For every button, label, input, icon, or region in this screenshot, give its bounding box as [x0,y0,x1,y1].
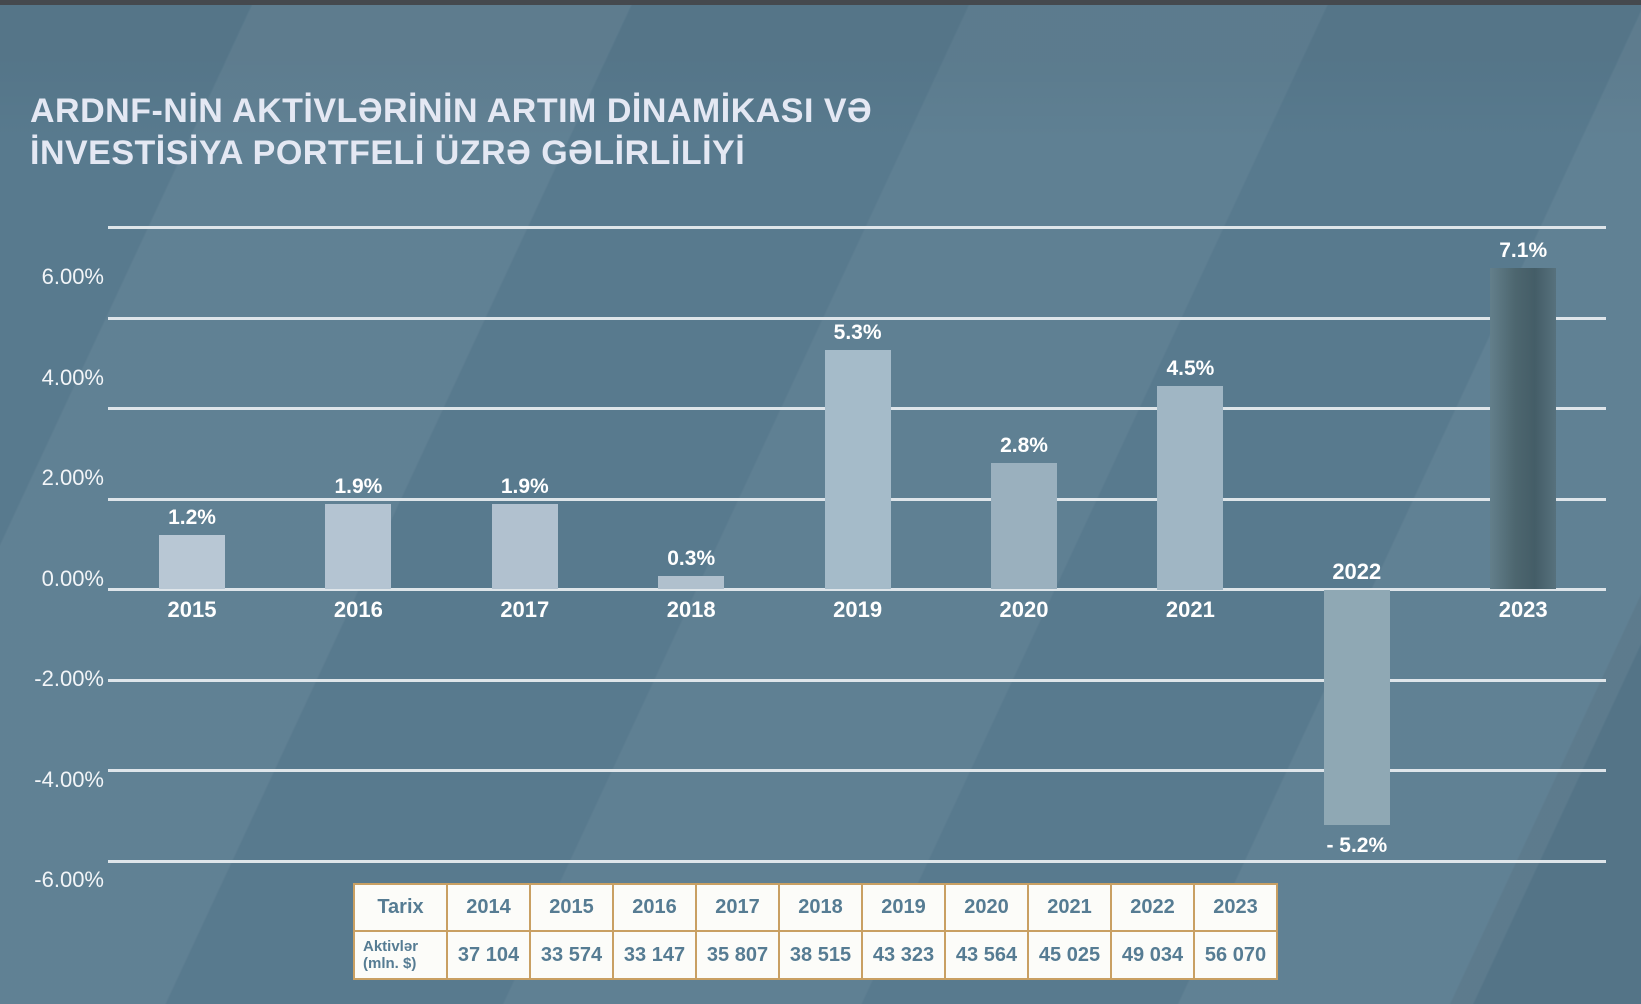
table-assets-cell-2023: 56 070 [1193,930,1278,980]
bar-value-label-2021: 4.5% [1166,356,1215,380]
table-assets-cell-2018: 38 515 [778,930,863,980]
x-axis-label-2020: 2020 [999,597,1049,622]
table-year-cell-2018: 2018 [778,883,863,932]
table-assets-cell-2014: 37 104 [446,930,531,980]
x-axis-label-2023: 2023 [1498,597,1548,622]
page-title: ARDNF-NİN AKTİVLƏRİNİN ARTIM DİNAMİKASI … [30,90,872,174]
table-header-row: Tarix 2014 2015 2016 2017 2018 2019 2020 2021 202… [353,883,1278,932]
bar-2018 [658,575,725,590]
table-assets-cell-2019: 43 323 [861,930,946,980]
table-year-cell-2022: 2022 [1110,883,1195,932]
table-year-cell-2019: 2019 [861,883,946,932]
bar-value-label-2022: - 5.2% [1326,833,1388,857]
x-axis-label-2022: 2022 [1332,559,1382,584]
table-assets-cell-2017: 35 807 [695,930,780,980]
table-year-cell-2017: 2017 [695,883,780,932]
bar-2016 [325,503,392,590]
y-axis-label: -2.00% [34,666,104,691]
x-axis-label-2017: 2017 [500,597,550,622]
y-axis-label: 0.00% [41,565,104,591]
x-axis-label-2019: 2019 [833,597,883,622]
table-year-cell-2020: 2020 [944,883,1029,932]
x-axis-label-2018: 2018 [666,597,716,622]
table-value-row: Aktivlər (mln. $) 37 104 33 574 33 147 35 807… [353,930,1278,980]
table-year-cell-2014: 2014 [446,883,531,932]
x-axis-label-2021: 2021 [1165,597,1215,622]
page-title-line-1: ARDNF-NİN AKTİVLƏRİNİN ARTIM DİNAMİKASI … [30,92,873,130]
table-assets-cell-2021: 45 025 [1027,930,1112,980]
bar-value-label-2019: 5.3% [833,320,882,344]
gridline-8pct [108,226,1606,229]
table-assets-cell-2022: 49 034 [1110,930,1195,980]
table-year-cell-2015: 2015 [529,883,614,932]
gridline--4pct [108,769,1606,772]
y-axis-label: 6.00% [41,264,104,289]
bar-value-label-2020: 2.8% [1000,433,1048,457]
assets-table: Tarix 2014 2015 2016 2017 2018 2019 2020 2021 202… [353,883,1278,980]
gridline-0pct [108,588,1606,591]
bar-2017 [491,503,558,590]
table-year-cell-2023: 2023 [1193,883,1278,932]
gridline--2pct [108,678,1606,682]
x-axis-label-2015: 2015 [167,597,217,622]
table-assets-cell-2020: 43 564 [944,930,1029,980]
bar-2022 [1323,589,1390,825]
page-title-line-2: İNVESTİSİYA PORTFELİ ÜZRƏ GƏLİRLİLİYİ [30,134,746,172]
table-year-cell-2016: 2016 [612,883,697,932]
bar-value-label-2023: 7.1% [1499,239,1548,263]
table-row-header-cell: Aktivlər (mln. $) [353,930,448,980]
table-year-cell-2021: 2021 [1027,883,1112,932]
y-axis-label: -4.00% [34,766,104,792]
table-assets-cell-2016: 33 147 [612,930,697,980]
bar-2015 [159,535,225,590]
y-axis-label: 4.00% [41,364,104,390]
table-corner-cell: Tarix [353,883,448,932]
bar-2019 [824,349,891,590]
bar-2023 [1490,268,1557,590]
gridline--6pct [108,859,1606,863]
window-top-strip [0,0,1641,5]
bar-value-label-2015: 1.2% [168,506,216,530]
bar-2020 [991,462,1057,590]
bar-value-label-2017: 1.9% [500,474,549,498]
bar-value-label-2016: 1.9% [334,474,383,498]
bar-2021 [1157,385,1224,590]
table-assets-cell-2015: 33 574 [529,930,614,980]
bar-value-label-2018: 0.3% [667,546,716,570]
x-axis-label-2016: 2016 [333,597,383,622]
y-axis-label: 2.00% [41,465,104,490]
y-axis-label: -6.00% [34,867,104,892]
gridline-6pct [108,316,1606,320]
